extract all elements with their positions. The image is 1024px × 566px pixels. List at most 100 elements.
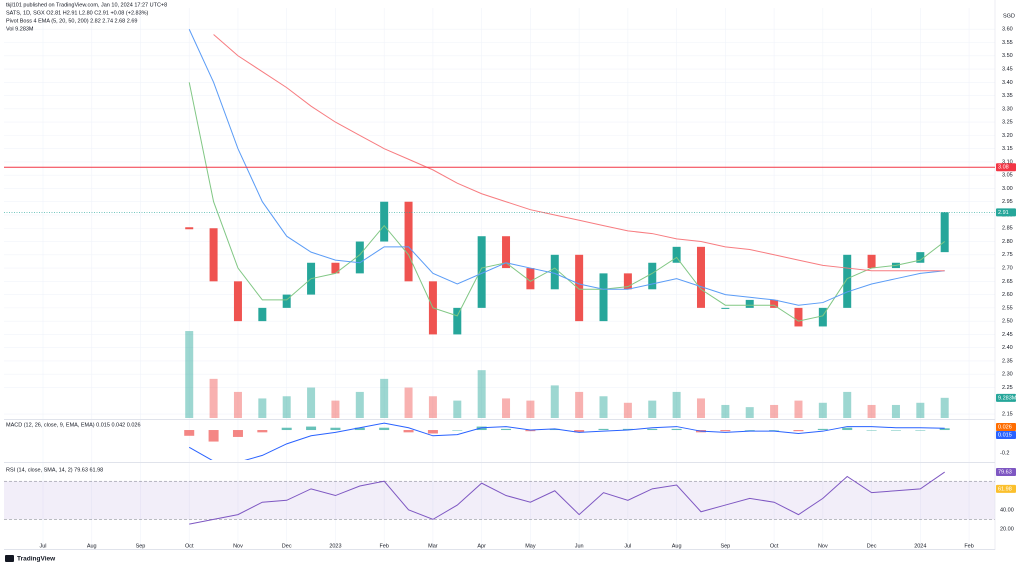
volume-bar xyxy=(307,387,316,418)
macd-hist xyxy=(671,428,682,431)
x-tick-label: Sep xyxy=(720,543,730,549)
macd-hist xyxy=(208,430,219,442)
volume-bar xyxy=(404,387,413,418)
y-tick-label: 2.70 xyxy=(1002,266,1013,272)
y-tick-label: 3.30 xyxy=(1002,106,1013,112)
macd-legend: MACD (12, 26, close, 9, EMA, EMA) 0.015 … xyxy=(6,422,141,428)
macd-hist xyxy=(793,430,804,432)
macd-hist xyxy=(354,427,365,431)
volume-bar xyxy=(526,400,535,418)
macd-tag: 0.026 xyxy=(998,424,1012,430)
volume-bar xyxy=(428,396,437,418)
x-tick-label: Oct xyxy=(770,543,779,549)
y-tick-label: 20.00 xyxy=(1000,526,1014,532)
volume-bar xyxy=(550,385,559,418)
macd-hist xyxy=(574,430,585,433)
candle-body xyxy=(380,201,389,242)
macd-hist xyxy=(720,430,731,432)
y-tick-label: -0.2 xyxy=(1000,451,1009,457)
candle-body xyxy=(916,252,925,263)
volume-tag: 9.283M xyxy=(998,395,1017,401)
volume-bar xyxy=(940,397,949,418)
y-tick-label: 3.25 xyxy=(1002,120,1013,126)
volume-bar xyxy=(648,400,657,418)
x-tick-label: Apr xyxy=(477,543,486,549)
pane-divider xyxy=(4,419,995,420)
candle-body xyxy=(623,273,632,290)
volume-bar xyxy=(453,400,462,418)
x-tick-label: Jul xyxy=(39,543,46,549)
candle-body xyxy=(453,307,462,335)
ema-line xyxy=(213,34,945,272)
last-price-tag-bg xyxy=(996,208,1016,217)
rsi-tag: 61.98 xyxy=(998,486,1012,492)
volume-bar xyxy=(380,378,389,418)
rsi-tag: 79.63 xyxy=(998,469,1012,475)
macd-hist xyxy=(184,430,195,436)
candle-body xyxy=(282,294,291,308)
candle-body xyxy=(526,268,535,290)
macd-hist xyxy=(427,430,438,434)
ema-legend: Pivot Boss 4 EMA (5, 20, 50, 200) 2.82 2… xyxy=(6,18,137,24)
resistance-tag-bg xyxy=(996,163,1016,172)
volume-bar xyxy=(818,402,827,418)
candle-body xyxy=(233,281,242,322)
macd-hist xyxy=(622,428,633,431)
volume-bar xyxy=(623,402,632,418)
candle-body xyxy=(185,227,194,230)
y-tick-label: 3.50 xyxy=(1002,53,1013,59)
symbol-legend: SATS, 1D, SGX O2.81 H2.91 L2.80 C2.91 +0… xyxy=(6,10,149,16)
macd-hist xyxy=(915,430,926,431)
macd-hist xyxy=(525,430,536,432)
logo: TradingView xyxy=(17,556,56,563)
macd-hist xyxy=(306,426,317,431)
macd-hist xyxy=(501,428,512,431)
y-tick-label: 3.05 xyxy=(1002,173,1013,179)
macd-hist xyxy=(281,427,292,431)
candle-body xyxy=(648,262,657,290)
y-tick-label: 2.35 xyxy=(1002,358,1013,364)
x-tick-label: Dec xyxy=(867,543,877,549)
macd-hist xyxy=(330,427,341,431)
last-price-tag: 2.91 xyxy=(998,210,1009,216)
y-tick-label: 2.30 xyxy=(1002,372,1013,378)
macd-hist xyxy=(744,430,755,431)
volume-bar xyxy=(331,400,340,418)
y-tick-label: 2.25 xyxy=(1002,385,1013,391)
resistance-tag: 3.08 xyxy=(998,165,1009,171)
candle-body xyxy=(672,246,681,263)
candle-body xyxy=(258,307,267,322)
x-tick-label: Jun xyxy=(575,543,584,549)
pane-divider xyxy=(4,549,995,550)
x-tick-label: Mar xyxy=(428,543,438,549)
candle-body xyxy=(745,299,754,308)
x-tick-label: 2023 xyxy=(329,543,341,549)
axis: 3.60 3.55 3.50 3.45 3.40 3.35 3.30 3.25 3.20 3.15… xyxy=(996,27,1017,532)
macd-tag-bg xyxy=(996,431,1016,440)
volume-tag-bg xyxy=(996,393,1016,402)
volume-bar xyxy=(355,391,364,418)
candle-body xyxy=(502,236,511,269)
macd-hist xyxy=(769,430,780,431)
volume-bar xyxy=(867,404,876,418)
candle-body xyxy=(355,241,364,274)
volume-bar xyxy=(233,391,242,418)
macd-hist xyxy=(257,430,268,433)
volume-bar xyxy=(258,398,267,418)
macd-hist xyxy=(647,428,658,431)
volume-bar xyxy=(891,404,900,418)
candle-body xyxy=(818,307,827,327)
volume-bar xyxy=(477,370,486,418)
pane-divider xyxy=(4,462,995,463)
y-tick-label: 3.20 xyxy=(1002,133,1013,139)
macd-hist xyxy=(817,428,828,431)
ema-line xyxy=(188,29,945,306)
macd-hist xyxy=(452,430,463,431)
macd-hist xyxy=(549,428,560,431)
macd-hist xyxy=(379,427,390,431)
x-tick-label: Dec xyxy=(282,543,292,549)
y-tick-label: 2.75 xyxy=(1002,252,1013,258)
rsi-legend: RSI (14, close, SMA, 14, 2) 79.63 61.98 xyxy=(6,467,103,473)
macd-tag: 0.015 xyxy=(998,432,1012,438)
